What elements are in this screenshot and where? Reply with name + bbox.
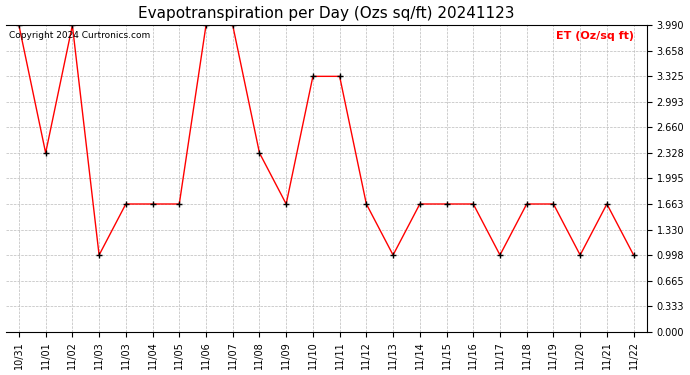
Title: Evapotranspiration per Day (Ozs sq/ft) 20241123: Evapotranspiration per Day (Ozs sq/ft) 2…	[138, 6, 515, 21]
Text: ET (Oz/sq ft): ET (Oz/sq ft)	[556, 31, 634, 40]
Text: Copyright 2024 Curtronics.com: Copyright 2024 Curtronics.com	[9, 31, 150, 40]
